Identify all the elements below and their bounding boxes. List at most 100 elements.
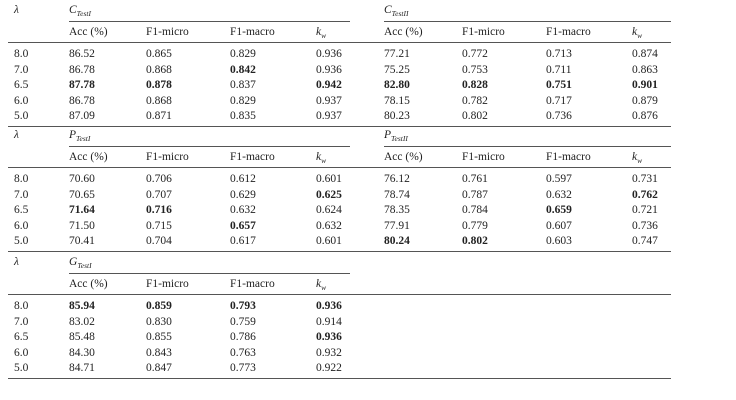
column-header: Acc (%) [384, 26, 423, 38]
column-header: F1-micro [146, 278, 189, 290]
table-cell: 0.871 [146, 110, 172, 123]
group-underline [384, 21, 671, 22]
lambda-value: 6.5 [14, 331, 29, 344]
table-cell: 0.859 [146, 300, 172, 312]
table-cell: 0.922 [316, 362, 342, 375]
table-cell: 75.25 [384, 63, 410, 76]
table-cell: 86.78 [69, 63, 95, 76]
group-underline [69, 273, 350, 274]
table-cell: 0.617 [230, 235, 256, 248]
column-header: Acc (%) [69, 26, 108, 38]
lambda-value: 7.0 [14, 188, 29, 201]
group-label: PTestI [69, 129, 90, 145]
table-cell: 0.632 [230, 204, 256, 217]
table-cell: 0.937 [316, 110, 342, 123]
block-bottom-rule [8, 126, 671, 127]
table-cell: 0.793 [230, 300, 256, 312]
lambda-value: 6.5 [14, 204, 29, 217]
table-cell: 0.936 [316, 331, 342, 344]
lambda-value: 6.0 [14, 94, 29, 107]
table-cell: 0.773 [230, 362, 256, 375]
table-cell: 0.704 [146, 235, 172, 248]
lambda-value: 6.5 [14, 79, 29, 92]
kw-letter: k [632, 151, 638, 163]
table-cell: 0.782 [462, 94, 488, 107]
group-letter: G [69, 256, 78, 268]
table-cell: 0.762 [632, 188, 658, 201]
column-header: F1-macro [546, 26, 591, 38]
table-cell: 0.736 [632, 219, 658, 232]
table-cell: 0.751 [546, 79, 572, 92]
table-cell: 0.747 [632, 235, 658, 248]
kw-letter: k [316, 278, 322, 290]
column-header-kw: kw [632, 151, 642, 167]
lambda-value: 6.0 [14, 346, 29, 359]
table-cell: 0.632 [316, 219, 342, 232]
table-cell: 0.625 [316, 188, 342, 201]
kw-subscript: w [321, 283, 327, 292]
column-header-kw: kw [316, 278, 326, 294]
column-header: F1-micro [462, 151, 505, 163]
table-cell: 0.829 [230, 48, 256, 60]
table-cell: 82.80 [384, 79, 410, 92]
table-cell: 78.74 [384, 188, 410, 201]
header-rule [8, 42, 671, 43]
table-cell: 85.94 [69, 300, 95, 312]
group-letter: C [384, 4, 392, 16]
table-cell: 0.936 [316, 300, 342, 312]
table-cell: 0.707 [146, 188, 172, 201]
table-cell: 0.629 [230, 188, 256, 201]
table-cell: 0.753 [462, 63, 488, 76]
kw-subscript: w [637, 156, 643, 165]
table-cell: 0.830 [146, 315, 172, 328]
kw-letter: k [316, 26, 322, 38]
lambda-value: 6.0 [14, 219, 29, 232]
column-header-kw: kw [316, 26, 326, 42]
table-cell: 0.784 [462, 204, 488, 217]
column-header-kw: kw [632, 26, 642, 42]
kw-letter: k [632, 26, 638, 38]
column-header: F1-macro [230, 151, 275, 163]
group-letter: P [69, 129, 77, 141]
table-cell: 0.715 [146, 219, 172, 232]
group-subscript: TestI [76, 9, 91, 18]
table-cell: 0.865 [146, 48, 172, 60]
table-cell: 0.772 [462, 48, 488, 60]
table-cell: 0.901 [632, 79, 658, 92]
table-cell: 0.632 [546, 188, 572, 201]
table-cell: 77.21 [384, 48, 410, 60]
lambda-value: 5.0 [14, 110, 29, 123]
group-subscript: TestI [77, 261, 92, 270]
table-cell: 80.23 [384, 110, 410, 123]
lambda-value: 8.0 [14, 173, 29, 185]
lambda-header: λ [14, 129, 19, 141]
table-cell: 0.876 [632, 110, 658, 123]
table-cell: 0.802 [462, 235, 488, 248]
table-cell: 77.91 [384, 219, 410, 232]
table-cell: 0.942 [316, 79, 342, 92]
table-cell: 70.65 [69, 188, 95, 201]
table-cell: 84.30 [69, 346, 95, 359]
table-cell: 84.71 [69, 362, 95, 375]
column-header-kw: kw [316, 151, 326, 167]
table-cell: 0.779 [462, 219, 488, 232]
table-cell: 0.936 [316, 63, 342, 76]
group-underline [384, 146, 671, 147]
group-subscript: TestII [391, 9, 409, 18]
table-cell: 0.716 [146, 204, 172, 217]
header-rule [8, 167, 671, 168]
table-cell: 0.721 [632, 204, 658, 217]
table-cell: 0.706 [146, 173, 172, 185]
table-cell: 70.60 [69, 173, 95, 185]
table-cell: 86.52 [69, 48, 95, 60]
table-cell: 78.15 [384, 94, 410, 107]
table-cell: 0.835 [230, 110, 256, 123]
table-cell: 0.863 [632, 63, 658, 76]
column-header: Acc (%) [69, 151, 108, 163]
table-cell: 0.936 [316, 48, 342, 60]
table-cell: 87.78 [69, 79, 95, 92]
table-cell: 0.761 [462, 173, 488, 185]
table-cell: 0.711 [546, 63, 572, 76]
group-label: PTestII [384, 129, 408, 145]
